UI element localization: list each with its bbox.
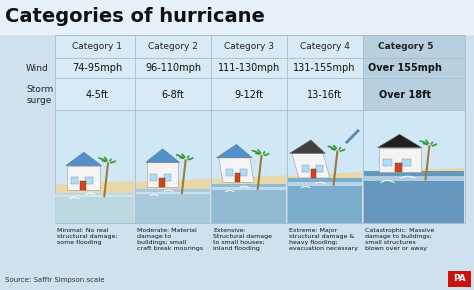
Polygon shape — [290, 140, 325, 153]
Text: Over 18ft: Over 18ft — [379, 90, 431, 100]
Bar — [159, 177, 164, 187]
Bar — [211, 110, 287, 223]
Text: Category 2: Category 2 — [148, 42, 198, 51]
Text: 74-95mph: 74-95mph — [72, 63, 122, 73]
Bar — [136, 189, 210, 223]
Bar — [55, 193, 134, 223]
Bar — [67, 166, 100, 190]
Text: PA: PA — [453, 274, 465, 283]
Bar — [150, 174, 157, 181]
Bar — [394, 163, 402, 172]
Bar — [136, 192, 210, 194]
Polygon shape — [55, 181, 134, 223]
Bar — [287, 110, 363, 223]
Polygon shape — [377, 134, 422, 148]
Bar — [135, 110, 211, 223]
Bar — [55, 195, 134, 197]
Bar — [363, 110, 465, 223]
Bar — [147, 162, 178, 187]
Bar — [80, 181, 86, 190]
Text: Catastrophic: Massive
damage to buildings;
small structures
blown over or away: Catastrophic: Massive damage to building… — [365, 228, 434, 251]
Bar — [212, 111, 286, 223]
Text: Category 5: Category 5 — [377, 42, 433, 51]
Text: Source: Saffir Simpson scale: Source: Saffir Simpson scale — [5, 277, 104, 283]
Polygon shape — [136, 179, 210, 223]
Text: 96-110mph: 96-110mph — [145, 63, 201, 73]
Text: Extreme: Major
structural damage &
heavy flooding;
evacuation necessary: Extreme: Major structural damage & heavy… — [289, 228, 358, 251]
Bar — [383, 159, 392, 166]
Bar — [136, 111, 210, 223]
Text: 131-155mph: 131-155mph — [293, 63, 356, 73]
Bar — [0, 0, 474, 35]
Polygon shape — [217, 144, 252, 158]
Text: Category 3: Category 3 — [224, 42, 274, 51]
Text: 6-8ft: 6-8ft — [162, 90, 184, 100]
Polygon shape — [288, 172, 362, 223]
Bar — [212, 184, 286, 223]
Bar — [302, 165, 309, 172]
Bar — [55, 111, 134, 223]
Bar — [288, 178, 362, 223]
Bar — [235, 173, 240, 182]
Text: 9-12ft: 9-12ft — [234, 90, 264, 100]
Bar — [288, 111, 362, 223]
Text: Storm
surge: Storm surge — [26, 86, 53, 105]
Bar — [55, 110, 135, 223]
Bar — [363, 35, 465, 110]
Text: Extensive:
Structural damage
to small houses;
inland flooding: Extensive: Structural damage to small ho… — [213, 228, 272, 251]
Bar — [212, 187, 286, 190]
Polygon shape — [219, 158, 254, 182]
Bar — [85, 177, 93, 184]
Bar — [364, 111, 464, 223]
Bar — [364, 176, 464, 181]
Text: 111-130mph: 111-130mph — [218, 63, 280, 73]
Text: Category 4: Category 4 — [300, 42, 350, 51]
Polygon shape — [212, 175, 286, 223]
Text: 4-5ft: 4-5ft — [86, 90, 109, 100]
Bar — [240, 169, 247, 176]
Bar — [401, 159, 411, 166]
Bar — [164, 174, 171, 181]
Text: Moderate: Material
damage to
buildings; small
craft break moorings: Moderate: Material damage to buildings; … — [137, 228, 203, 251]
Text: Over 155mph: Over 155mph — [368, 63, 442, 73]
Polygon shape — [364, 168, 464, 223]
Bar — [448, 271, 471, 287]
Text: Minimal: No real
structural damage;
some flooding: Minimal: No real structural damage; some… — [57, 228, 118, 245]
Polygon shape — [146, 149, 180, 162]
Bar — [226, 169, 233, 176]
Bar — [316, 165, 323, 172]
Bar — [310, 168, 316, 178]
Bar — [364, 171, 464, 223]
Text: Category 1: Category 1 — [72, 42, 122, 51]
Bar — [288, 182, 362, 186]
Polygon shape — [66, 152, 102, 166]
Polygon shape — [292, 153, 330, 178]
Text: 13-16ft: 13-16ft — [307, 90, 342, 100]
Text: Wind: Wind — [26, 64, 49, 73]
Bar — [379, 148, 420, 172]
Bar — [71, 177, 78, 184]
Text: Categories of hurricane: Categories of hurricane — [5, 7, 264, 26]
Bar — [55, 35, 363, 110]
